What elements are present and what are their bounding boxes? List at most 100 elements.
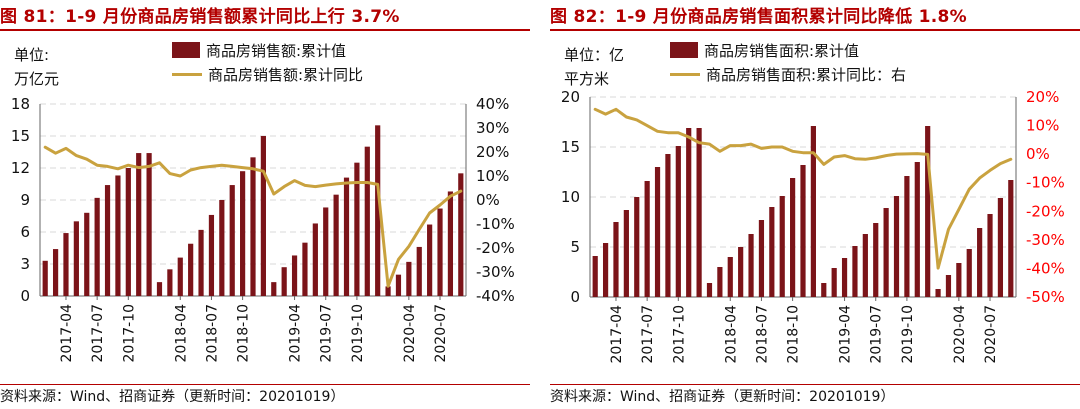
title-divider	[0, 29, 530, 31]
bar-2017-11	[686, 128, 692, 297]
y-tick-label-left: 0	[570, 288, 580, 306]
bar-2018-02	[156, 282, 163, 296]
bar-2019-08	[883, 208, 889, 297]
bar-2018-05	[738, 247, 744, 297]
chart-panel-sales-area: 图 82：1-9 月份商品房销售面积累计同比降低 1.8% 单位：亿 平方米 商…	[550, 0, 1080, 409]
unit-label-line1: 单位:	[14, 46, 50, 64]
y-tick-label-left: 18	[11, 95, 30, 113]
unit-label-line2: 平方米	[564, 70, 610, 88]
x-tick-label: 2020-04	[402, 304, 418, 363]
legend-item-bar: 商品房销售额:累计值	[172, 38, 363, 62]
y-tick-label-left: 15	[11, 127, 30, 145]
bar-2017-08	[654, 167, 661, 297]
legend-item-bar: 商品房销售面积:累计值	[670, 38, 906, 62]
bar-2019-12	[375, 125, 381, 296]
bar-2019-11	[914, 162, 920, 297]
title-divider	[550, 29, 1080, 31]
bar-2017-03	[602, 243, 609, 297]
x-tick-label: 2018-10	[236, 304, 252, 363]
chart-panel-sales-value: 图 81：1-9 月份商品房销售额累计同比上行 3.7% 单位: 万亿元 商品房…	[0, 0, 530, 409]
x-tick-label: 2018-04	[173, 304, 189, 363]
legend-item-line: 商品房销售面积:累计同比：右	[670, 62, 906, 86]
bar-2019-02	[271, 282, 277, 296]
bar-2018-10	[790, 178, 796, 297]
unit-label-line2: 万亿元	[14, 70, 60, 88]
source-note: 资料来源：Wind、招商证券（更新时间：20201019）	[0, 389, 345, 405]
legend-label-line: 商品房销售额:累计同比	[208, 65, 364, 84]
bar-2018-03	[717, 267, 723, 297]
bar-2019-10	[354, 162, 360, 296]
bar-2019-04	[841, 258, 848, 297]
bar-2017-07	[94, 197, 100, 296]
y-tick-label-right: -30%	[476, 263, 515, 281]
legend-label-bar: 商品房销售面积:累计值	[704, 41, 860, 60]
legend: 商品房销售额:累计值 商品房销售额:累计同比	[172, 38, 363, 86]
source-note: 资料来源：Wind、招商证券（更新时间：20201019）	[550, 389, 895, 405]
bar-2018-06	[198, 229, 204, 296]
bar-2019-06	[312, 223, 318, 296]
legend-swatch-bar	[172, 42, 200, 58]
bar-2019-07	[873, 223, 879, 297]
x-tick-label: 2020-07	[433, 304, 449, 363]
bar-2017-09	[115, 175, 121, 296]
bar-2020-03	[945, 275, 952, 297]
bar-2020-02	[935, 289, 941, 297]
footer-divider	[0, 384, 530, 385]
bar-2017-12	[146, 153, 152, 296]
bar-2020-08	[447, 191, 454, 296]
legend: 商品房销售面积:累计值 商品房销售面积:累计同比：右	[670, 38, 906, 86]
footer-divider	[550, 384, 1080, 385]
bar-2019-03	[281, 267, 287, 296]
bar-2017-07	[644, 181, 650, 297]
bar-2018-09	[229, 185, 235, 296]
chart-title: 图 82：1-9 月份商品房销售面积累计同比降低 1.8%	[550, 7, 967, 27]
yoy-line	[593, 107, 1013, 270]
y-tick-label-left: 9	[20, 191, 30, 209]
bar-2019-09	[893, 196, 900, 297]
y-tick-label-right: -50%	[1026, 288, 1065, 306]
bar-2019-09	[343, 177, 350, 296]
bar-2020-09	[458, 173, 464, 296]
x-tick-label: 2017-04	[609, 305, 625, 364]
x-tick-label: 2017-10	[121, 304, 137, 363]
legend-swatch-line	[670, 72, 700, 76]
bar-2019-05	[852, 246, 858, 297]
bar-2017-06	[634, 197, 640, 297]
bar-2018-07	[208, 214, 215, 296]
chart-title: 图 81：1-9 月份商品房销售额累计同比上行 3.7%	[0, 7, 400, 27]
y-tick-label-left: 3	[20, 255, 30, 273]
bar-2019-08	[333, 194, 339, 296]
x-tick-label: 2018-07	[204, 304, 220, 363]
yoy-line	[43, 145, 463, 288]
y-tick-label-right: 40%	[476, 95, 509, 113]
x-tick-label: 2019-10	[900, 305, 916, 364]
bar-2017-04	[613, 222, 619, 297]
y-tick-label-left: 10	[561, 188, 580, 206]
x-tick-label: 2019-04	[288, 304, 304, 363]
y-tick-label-right: -20%	[1026, 202, 1065, 220]
y-tick-label-left: 15	[561, 138, 580, 156]
y-tick-label-right: 20%	[1026, 88, 1059, 106]
bar-2019-06	[862, 234, 868, 297]
bar-2017-11	[136, 153, 142, 296]
y-tick-label-right: -40%	[476, 287, 515, 305]
x-tick-label: 2018-07	[754, 305, 770, 364]
bar-2020-05	[966, 249, 972, 297]
plot-area: 0 3 6 9 12 15 18 -40% -30% -20% -10% 0% 10% 20% 30% 40%…	[11, 95, 515, 363]
x-tick-label: 2018-04	[723, 305, 739, 364]
legend-swatch-bar	[670, 42, 698, 58]
bar-2017-09	[665, 154, 671, 297]
bar-2018-08	[769, 207, 775, 297]
bar-2018-07	[758, 220, 765, 297]
bar-2020-04	[406, 261, 412, 296]
y-tick-label-left: 5	[570, 238, 580, 256]
bar-2018-03	[167, 269, 173, 296]
y-tick-label-right: 10%	[1026, 117, 1059, 135]
bar-2019-05	[302, 242, 308, 296]
bar-2020-03	[395, 274, 402, 296]
bar-2018-10	[240, 171, 246, 296]
bar-2017-10	[675, 146, 681, 297]
bar-2018-05	[188, 243, 194, 296]
x-tick-label: 2017-10	[671, 305, 687, 364]
bar-2017-08	[104, 185, 111, 296]
